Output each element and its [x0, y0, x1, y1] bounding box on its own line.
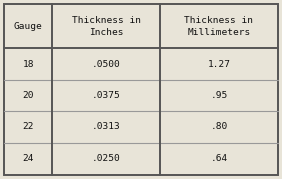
- Text: .0313: .0313: [92, 122, 120, 131]
- Text: 24: 24: [22, 154, 34, 163]
- Text: 18: 18: [22, 60, 34, 69]
- Text: Thickness in
Inches: Thickness in Inches: [72, 16, 141, 37]
- Text: Thickness in
Millimeters: Thickness in Millimeters: [184, 16, 254, 37]
- Text: Gauge: Gauge: [14, 22, 43, 31]
- Text: .64: .64: [210, 154, 228, 163]
- Text: .95: .95: [210, 91, 228, 100]
- Text: .0375: .0375: [92, 91, 120, 100]
- Text: .0500: .0500: [92, 60, 120, 69]
- Text: .80: .80: [210, 122, 228, 131]
- Text: 1.27: 1.27: [208, 60, 230, 69]
- Text: .0250: .0250: [92, 154, 120, 163]
- Text: 20: 20: [22, 91, 34, 100]
- Text: 22: 22: [22, 122, 34, 131]
